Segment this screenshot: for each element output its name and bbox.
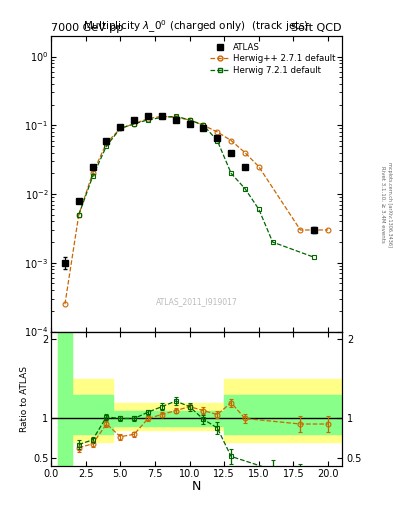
Text: mcplots.cern.ch [arXiv:1306.3436]: mcplots.cern.ch [arXiv:1306.3436] [387,162,391,247]
Text: 7000 GeV pp: 7000 GeV pp [51,23,123,33]
Text: Soft QCD: Soft QCD [292,23,342,33]
Y-axis label: Ratio to ATLAS: Ratio to ATLAS [20,366,29,432]
Text: Rivet 3.1.10, ≥ 3.4M events: Rivet 3.1.10, ≥ 3.4M events [381,166,386,243]
Title: Multiplicity $\lambda\_0^0$ (charged only)  (track jets): Multiplicity $\lambda\_0^0$ (charged onl… [83,18,310,35]
Text: ATLAS_2011_I919017: ATLAS_2011_I919017 [156,297,237,307]
Legend: ATLAS, Herwig++ 2.7.1 default, Herwig 7.2.1 default: ATLAS, Herwig++ 2.7.1 default, Herwig 7.… [208,40,338,77]
X-axis label: N: N [192,480,201,493]
